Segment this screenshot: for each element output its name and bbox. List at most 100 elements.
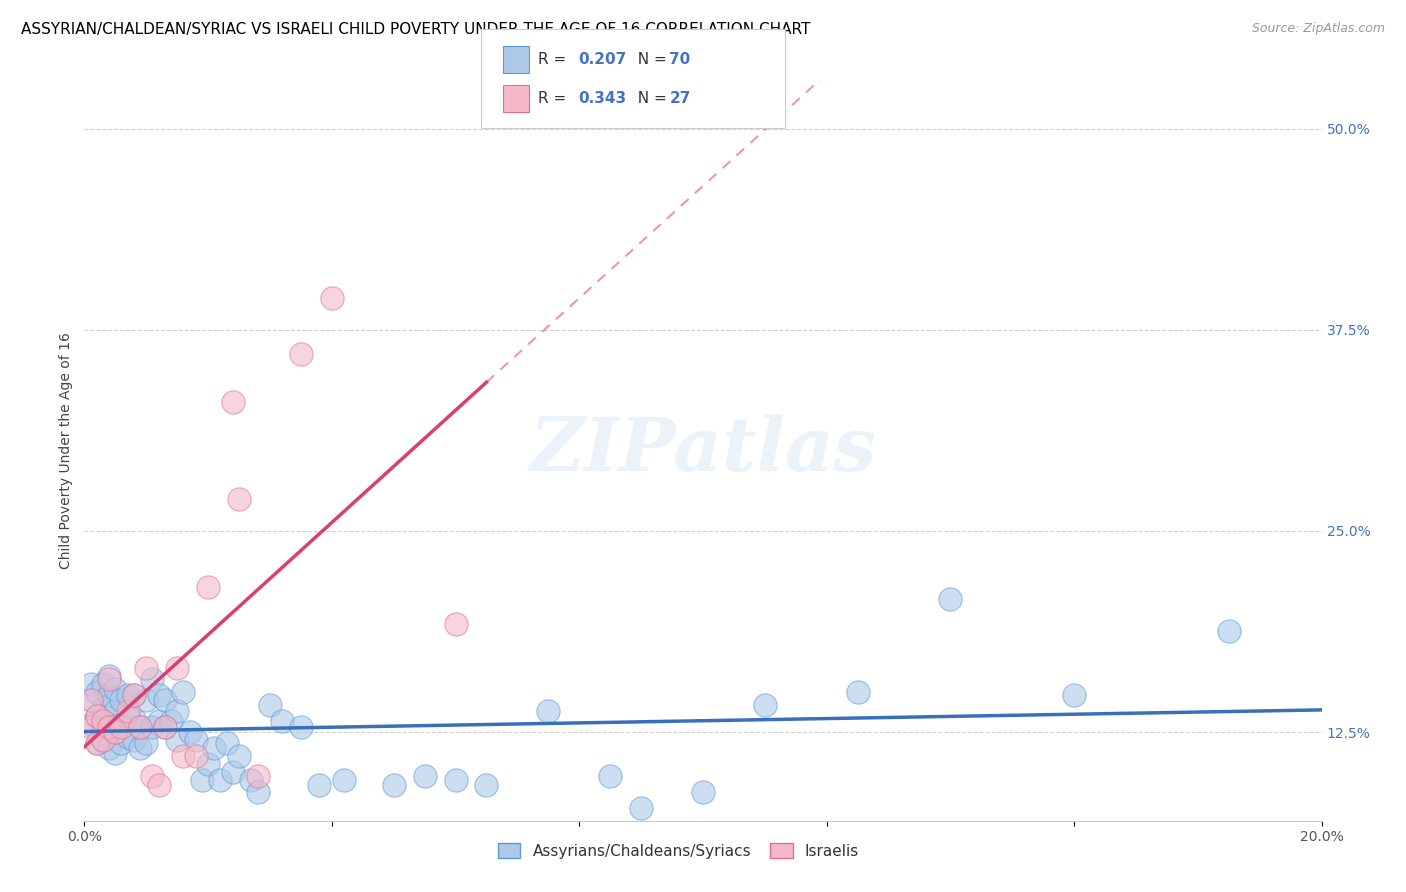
Point	[475, 778, 498, 792]
Point	[141, 768, 163, 782]
Point	[240, 773, 263, 788]
Text: R =: R =	[538, 53, 572, 67]
Point	[91, 733, 114, 747]
Point	[98, 688, 121, 702]
Text: 70: 70	[669, 53, 690, 67]
Point	[308, 778, 330, 792]
Point	[91, 714, 114, 728]
Text: 27: 27	[669, 91, 690, 105]
Point	[117, 730, 139, 744]
Point	[135, 693, 157, 707]
Point	[160, 714, 183, 728]
Point	[179, 725, 201, 739]
Point	[91, 701, 114, 715]
Point	[754, 698, 776, 712]
Point	[444, 773, 467, 788]
Point	[79, 717, 101, 731]
Point	[117, 688, 139, 702]
Point	[91, 720, 114, 734]
Point	[86, 736, 108, 750]
Point	[110, 720, 132, 734]
Point	[172, 749, 194, 764]
Point	[166, 704, 188, 718]
Point	[110, 717, 132, 731]
Point	[79, 677, 101, 691]
Point	[79, 693, 101, 707]
Point	[98, 720, 121, 734]
Point	[215, 736, 238, 750]
Point	[202, 741, 225, 756]
Point	[104, 725, 127, 739]
Point	[129, 720, 152, 734]
Point	[129, 720, 152, 734]
Legend: Assyrians/Chaldeans/Syriacs, Israelis: Assyrians/Chaldeans/Syriacs, Israelis	[492, 837, 865, 865]
Text: 0.207: 0.207	[578, 53, 626, 67]
Point	[630, 801, 652, 815]
Point	[153, 720, 176, 734]
Y-axis label: Child Poverty Under the Age of 16: Child Poverty Under the Age of 16	[59, 332, 73, 569]
Point	[537, 704, 560, 718]
Text: Source: ZipAtlas.com: Source: ZipAtlas.com	[1251, 22, 1385, 36]
Point	[939, 591, 962, 606]
Text: ASSYRIAN/CHALDEAN/SYRIAC VS ISRAELI CHILD POVERTY UNDER THE AGE OF 16 CORRELATIO: ASSYRIAN/CHALDEAN/SYRIAC VS ISRAELI CHIL…	[21, 22, 810, 37]
Point	[228, 491, 250, 506]
Point	[86, 685, 108, 699]
Point	[191, 773, 214, 788]
Point	[197, 757, 219, 772]
Point	[259, 698, 281, 712]
Point	[122, 688, 145, 702]
Point	[1218, 624, 1240, 638]
Point	[98, 717, 121, 731]
Text: N =: N =	[628, 91, 672, 105]
Point	[444, 617, 467, 632]
Point	[122, 733, 145, 747]
Point	[135, 736, 157, 750]
Point	[122, 688, 145, 702]
Point	[172, 685, 194, 699]
Text: R =: R =	[538, 91, 572, 105]
Point	[222, 765, 245, 780]
Text: ZIPatlas: ZIPatlas	[530, 414, 876, 487]
Point	[141, 720, 163, 734]
Point	[98, 672, 121, 686]
Point	[86, 709, 108, 723]
Point	[104, 746, 127, 760]
Point	[228, 749, 250, 764]
Point	[86, 736, 108, 750]
Point	[153, 693, 176, 707]
Point	[117, 704, 139, 718]
Point	[98, 741, 121, 756]
Point	[110, 736, 132, 750]
Point	[148, 714, 170, 728]
Point	[166, 661, 188, 675]
Point	[135, 661, 157, 675]
Point	[321, 291, 343, 305]
Text: 0.343: 0.343	[578, 91, 626, 105]
Point	[692, 785, 714, 799]
Point	[117, 709, 139, 723]
Point	[110, 693, 132, 707]
Point	[290, 347, 312, 361]
Point	[846, 685, 869, 699]
Point	[129, 741, 152, 756]
Point	[222, 395, 245, 409]
Point	[413, 768, 436, 782]
Point	[246, 785, 269, 799]
Point	[104, 725, 127, 739]
Point	[91, 677, 114, 691]
Point	[148, 778, 170, 792]
Point	[148, 688, 170, 702]
Point	[197, 580, 219, 594]
Point	[86, 709, 108, 723]
Point	[104, 704, 127, 718]
Text: N =: N =	[628, 53, 672, 67]
Point	[382, 778, 405, 792]
Point	[246, 768, 269, 782]
Point	[599, 768, 621, 782]
Point	[166, 733, 188, 747]
Point	[79, 693, 101, 707]
Point	[141, 672, 163, 686]
Point	[209, 773, 232, 788]
Point	[1063, 688, 1085, 702]
Point	[122, 712, 145, 726]
